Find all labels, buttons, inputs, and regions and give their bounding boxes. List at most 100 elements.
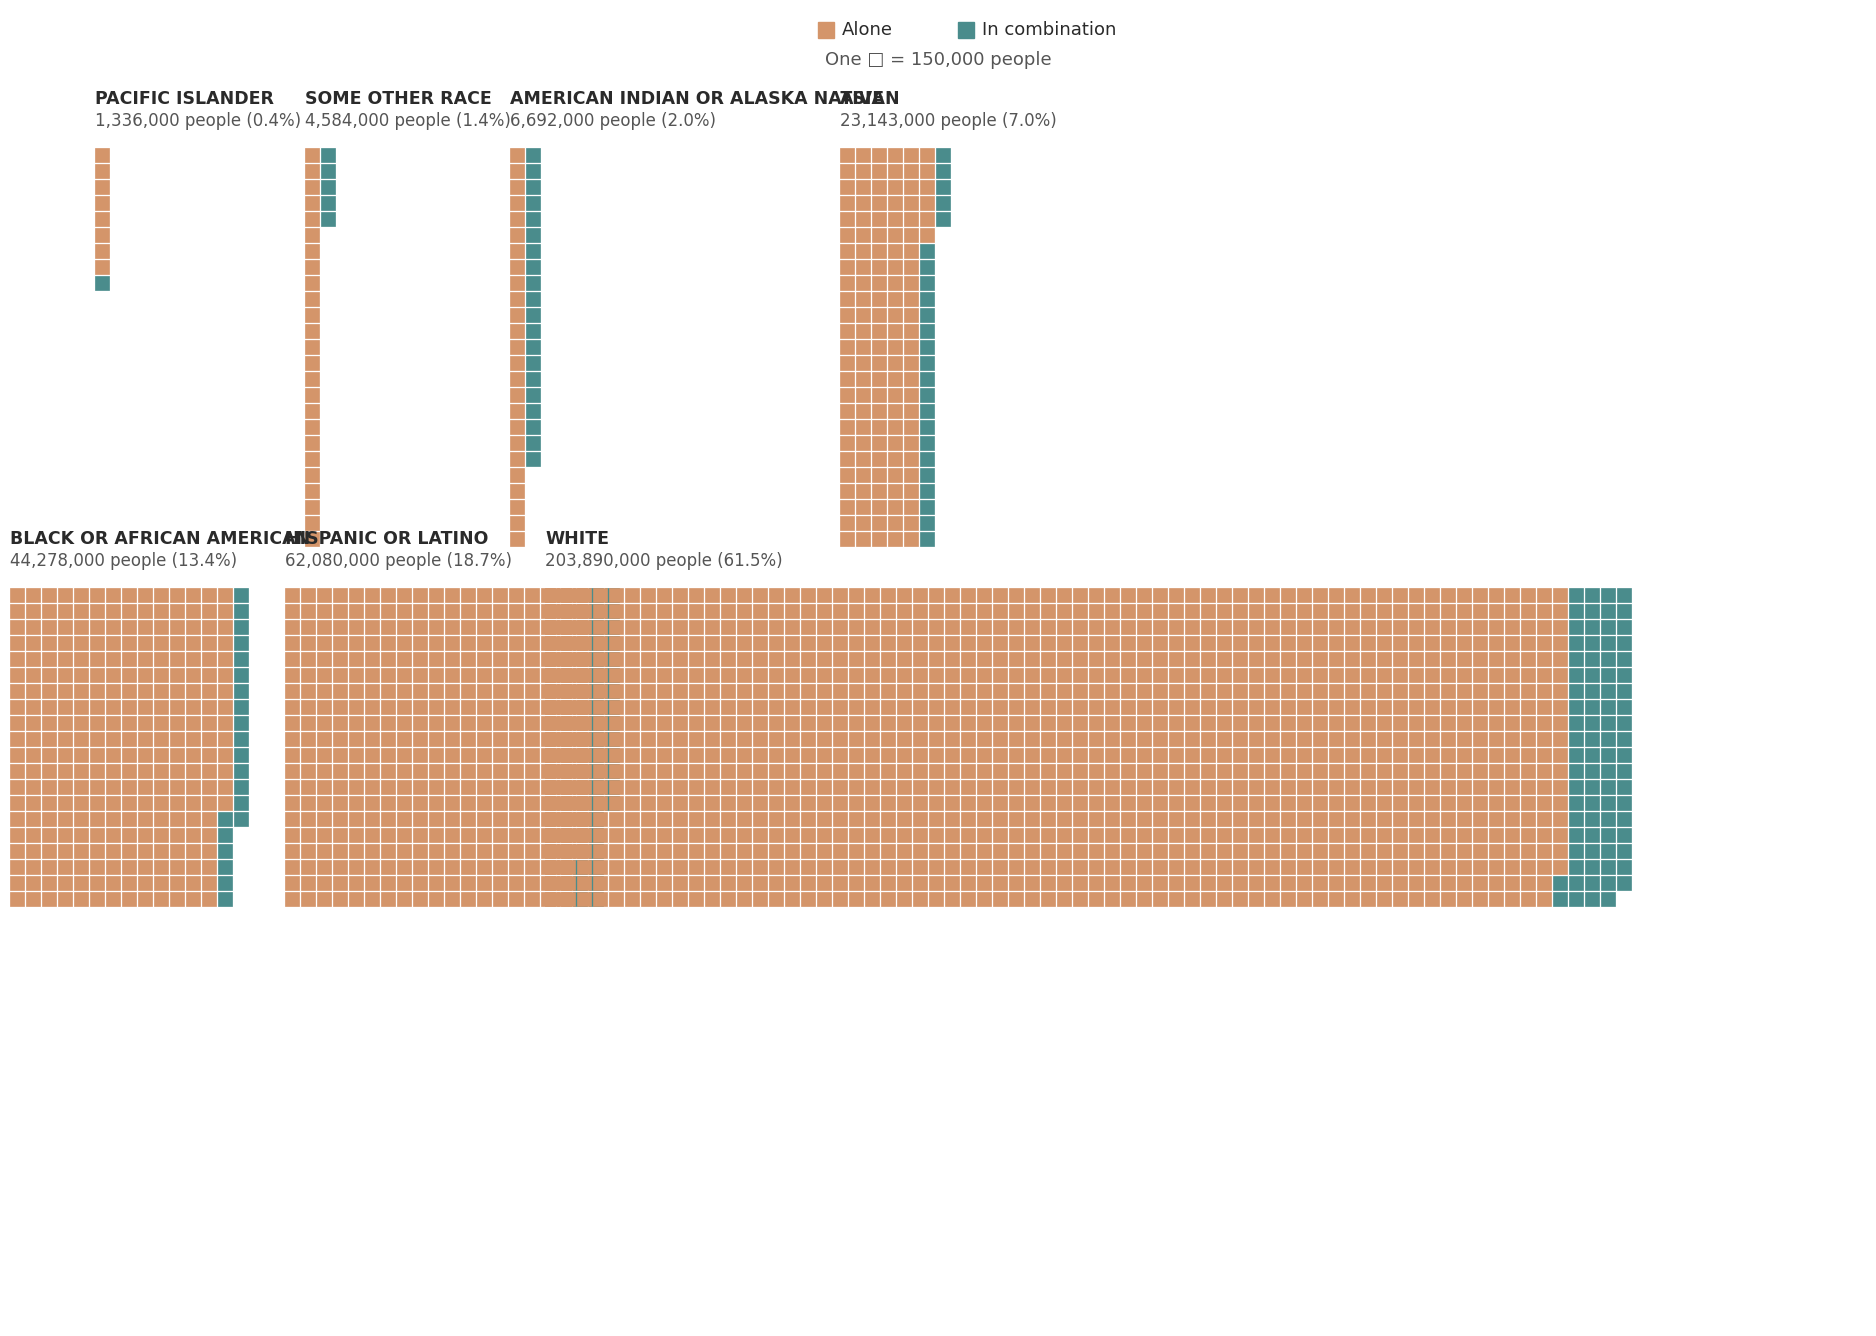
Bar — [58, 604, 71, 619]
Bar — [525, 228, 540, 242]
Bar — [625, 812, 640, 826]
Bar — [306, 500, 319, 514]
Bar — [107, 780, 120, 794]
Bar — [1377, 844, 1390, 858]
Bar — [1568, 764, 1583, 778]
Bar — [1490, 636, 1503, 651]
Bar — [946, 764, 959, 778]
Bar — [1473, 620, 1488, 635]
Bar — [122, 684, 135, 697]
Bar — [26, 876, 39, 890]
Bar — [850, 764, 863, 778]
Bar — [887, 403, 902, 418]
Bar — [688, 716, 704, 729]
Bar — [977, 652, 991, 667]
Bar — [1553, 796, 1566, 810]
Bar — [96, 244, 109, 258]
Bar — [1137, 812, 1152, 826]
Bar — [855, 452, 870, 466]
Bar — [1296, 844, 1311, 858]
Bar — [1394, 828, 1407, 842]
Bar — [122, 780, 135, 794]
Bar — [445, 700, 460, 713]
Bar — [334, 892, 347, 906]
Bar — [540, 668, 555, 681]
Bar — [540, 812, 555, 826]
Bar — [850, 732, 863, 745]
Bar — [572, 844, 587, 858]
Bar — [218, 892, 233, 906]
Bar — [1137, 828, 1152, 842]
Bar — [1553, 748, 1566, 762]
Bar — [58, 684, 71, 697]
Bar — [557, 860, 570, 874]
Bar — [1218, 860, 1231, 874]
Bar — [1328, 700, 1343, 713]
Bar — [992, 828, 1007, 842]
Bar — [1281, 652, 1294, 667]
Bar — [1073, 620, 1086, 635]
Bar — [1041, 604, 1054, 619]
Bar — [561, 668, 576, 681]
Bar — [1426, 604, 1439, 619]
Bar — [41, 684, 56, 697]
Bar — [961, 700, 976, 713]
Bar — [887, 212, 902, 226]
Bar — [720, 748, 735, 762]
Bar — [1041, 860, 1054, 874]
Bar — [625, 764, 640, 778]
Bar — [398, 668, 411, 681]
Bar — [992, 844, 1007, 858]
Bar — [1218, 764, 1231, 778]
Bar — [154, 700, 169, 713]
Bar — [1568, 876, 1583, 890]
Bar — [122, 732, 135, 745]
Bar — [1377, 748, 1390, 762]
Bar — [218, 604, 233, 619]
Bar — [961, 620, 976, 635]
Bar — [445, 764, 460, 778]
Bar — [122, 700, 135, 713]
Bar — [1088, 748, 1103, 762]
Bar — [9, 636, 24, 651]
Bar — [366, 668, 379, 681]
Bar — [1281, 812, 1294, 826]
Bar — [1056, 860, 1071, 874]
Bar — [510, 244, 523, 258]
Bar — [657, 796, 672, 810]
Bar — [493, 716, 507, 729]
Bar — [1169, 860, 1184, 874]
Bar — [1009, 892, 1022, 906]
Bar — [1568, 812, 1583, 826]
Bar — [929, 796, 944, 810]
Bar — [73, 636, 88, 651]
Bar — [122, 636, 135, 651]
Bar — [589, 780, 602, 794]
Bar — [413, 700, 428, 713]
Bar — [929, 876, 944, 890]
Bar — [855, 387, 870, 402]
Bar — [203, 588, 216, 603]
Bar — [1394, 892, 1407, 906]
Bar — [1426, 588, 1439, 603]
Bar — [752, 652, 767, 667]
Bar — [961, 652, 976, 667]
Bar — [589, 844, 602, 858]
Bar — [1169, 732, 1184, 745]
Bar — [26, 828, 39, 842]
Bar — [737, 812, 750, 826]
Bar — [1122, 620, 1135, 635]
Bar — [833, 620, 846, 635]
Bar — [300, 828, 315, 842]
Bar — [1056, 796, 1071, 810]
Bar — [90, 716, 103, 729]
Bar — [720, 796, 735, 810]
Bar — [122, 620, 135, 635]
Bar — [887, 371, 902, 386]
Bar — [1024, 620, 1039, 635]
Bar — [657, 844, 672, 858]
Bar — [525, 684, 538, 697]
Bar — [784, 636, 799, 651]
Bar — [1585, 716, 1598, 729]
Bar — [413, 636, 428, 651]
